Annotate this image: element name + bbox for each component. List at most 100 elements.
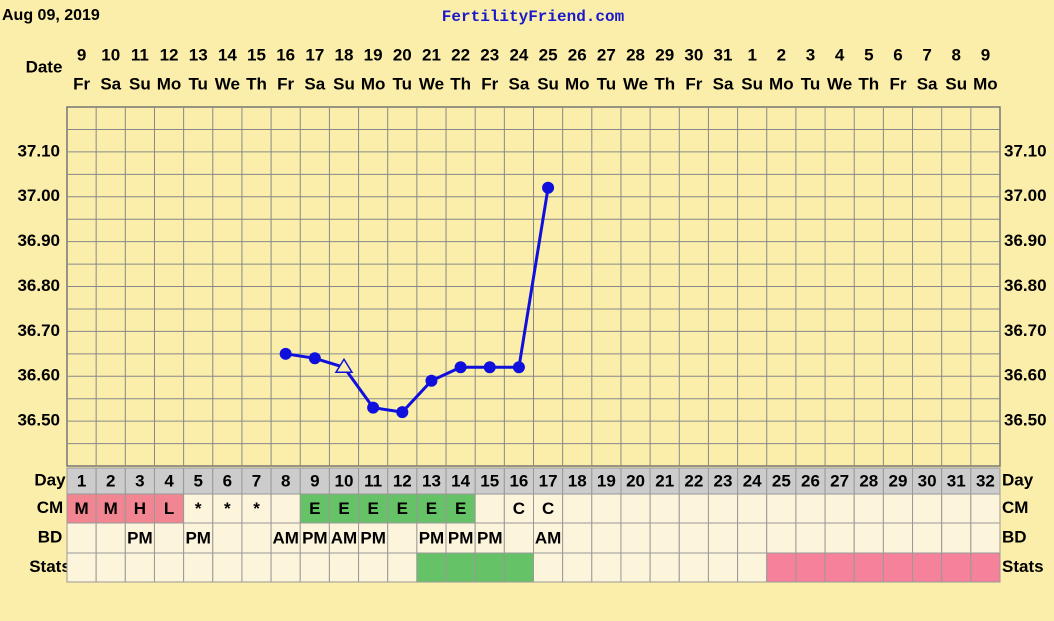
table-cell xyxy=(562,522,593,554)
weekday-label: Su xyxy=(129,74,151,93)
days-cell-text: 3 xyxy=(135,471,144,490)
days-cell-text: 30 xyxy=(918,471,937,490)
table-cell xyxy=(153,552,185,583)
days-cell-text: 14 xyxy=(451,471,470,490)
y-tick-label-right: 37.10 xyxy=(1004,141,1047,160)
cm-cell-text: * xyxy=(224,499,231,518)
days-cell-text: 2 xyxy=(106,471,115,490)
days-cell-text: 31 xyxy=(947,471,966,490)
table-cell xyxy=(416,493,447,524)
table-cell xyxy=(387,493,418,524)
date-label: 6 xyxy=(893,45,902,64)
table-cell xyxy=(328,552,360,583)
table-cell xyxy=(212,552,243,583)
site-name: FertilityFriend.com xyxy=(442,8,625,26)
table-cell xyxy=(95,552,126,583)
table-cell xyxy=(445,467,476,495)
bd-cell-text: PM xyxy=(360,528,386,547)
date-label: 18 xyxy=(335,45,354,64)
temperature-marker xyxy=(483,361,496,374)
y-tick-label: 37.10 xyxy=(17,141,60,160)
days-cell-text: 27 xyxy=(830,471,849,490)
row-label: CM xyxy=(37,498,63,517)
y-tick-label-right: 36.80 xyxy=(1004,276,1047,295)
cm-cell-text: E xyxy=(367,499,378,518)
table-cell xyxy=(970,522,1001,554)
days-cell-text: 11 xyxy=(364,471,382,490)
date-label: 20 xyxy=(393,45,412,64)
date-label: 13 xyxy=(189,45,208,64)
weekday-label: Fr xyxy=(889,74,906,93)
temperature-marker xyxy=(454,361,467,374)
table-cell xyxy=(474,467,505,495)
table-cell xyxy=(445,552,476,583)
date-label: 12 xyxy=(160,45,179,64)
weekday-label: Mo xyxy=(565,74,590,93)
days-cell-text: 5 xyxy=(193,471,202,490)
days-cell-text: 24 xyxy=(743,471,762,490)
table-cell xyxy=(328,522,360,554)
table-cell xyxy=(649,552,680,583)
table-cell xyxy=(503,552,534,583)
weekday-label: Th xyxy=(858,74,879,93)
table-cell xyxy=(445,522,476,554)
table-cell xyxy=(766,552,797,583)
days-cell-text: 23 xyxy=(714,471,733,490)
table-cell xyxy=(737,522,768,554)
table-cell xyxy=(270,467,301,495)
table-cell xyxy=(970,467,1001,495)
table-cell xyxy=(153,522,185,554)
days-cell-text: 10 xyxy=(335,471,354,490)
table-cell xyxy=(241,552,272,583)
table-cell xyxy=(970,493,1001,524)
table-cell xyxy=(358,552,389,583)
table-cell xyxy=(474,493,505,524)
table-cell xyxy=(678,552,709,583)
table-cell xyxy=(153,493,185,524)
temperature-marker xyxy=(308,352,321,365)
table-cell xyxy=(124,552,155,583)
table-cell xyxy=(882,552,914,583)
temperature-line xyxy=(285,187,550,414)
y-tick-label-right: 36.90 xyxy=(1004,231,1047,250)
table-cell xyxy=(912,493,943,524)
weekday-label: We xyxy=(419,74,444,93)
table-cell xyxy=(241,493,272,524)
table-cell xyxy=(562,552,593,583)
days-cell-text: 16 xyxy=(509,471,528,490)
cm-cell-text: E xyxy=(309,499,320,518)
y-tick-label-right: 37.00 xyxy=(1004,186,1047,205)
table-cell xyxy=(766,493,797,524)
row-label-right: CM xyxy=(1002,498,1028,517)
date-label: 9 xyxy=(77,45,86,64)
weekday-label: Sa xyxy=(713,74,734,93)
temperature-marker xyxy=(542,181,555,194)
cm-cell-text: E xyxy=(338,499,349,518)
bd-cell-text: AM xyxy=(331,528,357,547)
table-cell xyxy=(970,552,1001,583)
table-cell xyxy=(649,493,680,524)
days-cell-text: 19 xyxy=(597,471,616,490)
days-cell-text: 13 xyxy=(422,471,441,490)
weekday-label: Fr xyxy=(685,74,702,93)
y-tick-label-right: 36.50 xyxy=(1004,411,1047,430)
table-cell xyxy=(824,522,855,554)
table-cell xyxy=(562,493,593,524)
weekday-label: Th xyxy=(246,74,267,93)
date-label: 31 xyxy=(714,45,733,64)
days-cell-text: 18 xyxy=(568,471,587,490)
table-cell xyxy=(66,522,97,554)
table-cell xyxy=(941,552,972,583)
date-label: Date xyxy=(26,57,63,76)
date-label: 4 xyxy=(835,45,845,64)
cm-cell-text: M xyxy=(74,499,88,518)
bd-cell-text: PM xyxy=(185,528,211,547)
cm-cell-text: E xyxy=(426,499,437,518)
weekday-label: Fr xyxy=(481,74,498,93)
row-label: Day xyxy=(34,470,66,489)
table-cell xyxy=(737,552,768,583)
y-tick-label-right: 36.60 xyxy=(1004,366,1047,385)
date-label: 23 xyxy=(480,45,499,64)
table-cell xyxy=(212,522,243,554)
